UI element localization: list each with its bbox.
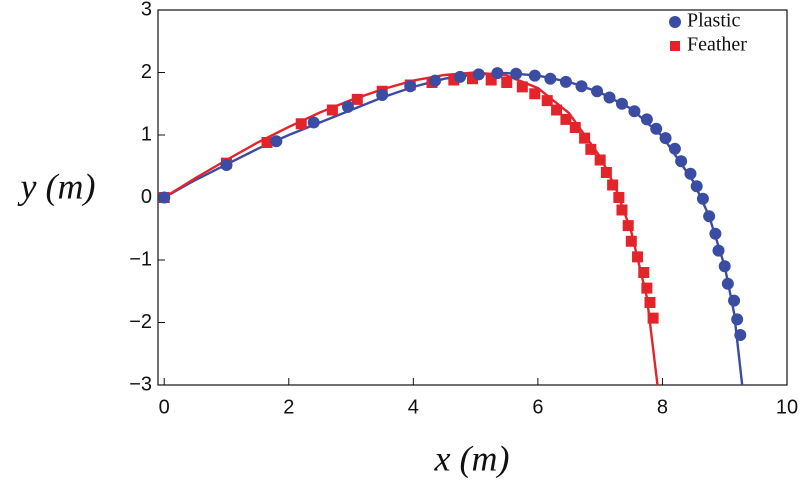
data-point	[326, 104, 338, 116]
data-point	[158, 191, 171, 204]
data-point	[467, 73, 478, 85]
data-point	[491, 67, 504, 80]
data-point	[551, 104, 563, 116]
data-point	[613, 192, 625, 203]
data-point	[640, 113, 653, 126]
data-point	[659, 132, 672, 145]
data-point	[429, 74, 442, 87]
data-point	[529, 88, 541, 100]
y-tick-label: −3	[129, 373, 152, 395]
x-axis-label: x (m)	[434, 438, 510, 478]
data-point	[603, 91, 616, 104]
x-tick-label: 0	[159, 396, 170, 418]
data-point	[632, 251, 644, 263]
legend-marker	[669, 16, 681, 28]
data-point	[307, 116, 320, 129]
y-tick-label: 1	[141, 123, 152, 145]
data-point	[351, 93, 363, 105]
data-point	[650, 122, 663, 135]
data-point	[472, 68, 485, 81]
data-point	[647, 312, 659, 324]
data-point	[696, 192, 709, 205]
data-point	[501, 77, 513, 88]
data-point	[270, 135, 283, 148]
legend-marker	[670, 41, 680, 51]
data-point	[703, 210, 716, 223]
data-point	[600, 167, 612, 178]
data-point	[594, 154, 606, 166]
data-point	[579, 132, 591, 144]
data-point	[731, 313, 744, 326]
legend-label: Plastic	[687, 10, 740, 32]
data-point	[684, 167, 697, 180]
data-point	[712, 244, 725, 257]
data-point	[641, 282, 653, 294]
data-point	[261, 137, 273, 148]
fit-curve	[163, 71, 744, 385]
data-point	[569, 122, 581, 133]
data-point	[591, 85, 604, 98]
y-tick-label: 0	[141, 186, 152, 208]
y-tick-label: 2	[141, 61, 152, 83]
fit-curve	[163, 71, 659, 385]
data-point	[668, 142, 681, 155]
data-point	[625, 235, 637, 247]
data-point	[709, 227, 722, 240]
data-point	[485, 74, 497, 86]
y-axis-label: y (m)	[18, 166, 96, 206]
y-tick-label: −1	[129, 248, 152, 270]
data-point	[721, 277, 734, 290]
data-point	[675, 155, 688, 168]
data-point	[376, 89, 389, 101]
data-point	[448, 74, 460, 86]
x-tick-label: 10	[776, 396, 798, 418]
data-point	[638, 267, 650, 278]
data-point	[454, 70, 467, 83]
x-tick-label: 6	[532, 396, 543, 418]
data-point	[544, 72, 557, 85]
data-point	[615, 97, 628, 110]
data-point	[341, 100, 354, 113]
data-point	[728, 294, 741, 307]
data-point	[644, 297, 656, 308]
plot-frame	[157, 9, 788, 386]
data-point	[575, 80, 588, 93]
data-point	[220, 159, 233, 171]
data-point	[607, 179, 619, 191]
data-point	[690, 180, 703, 193]
data-point	[295, 118, 307, 130]
data-point	[516, 81, 528, 93]
data-point	[541, 95, 553, 107]
data-point	[528, 69, 541, 82]
data-point	[560, 113, 572, 125]
data-point	[559, 75, 572, 88]
data-point	[718, 260, 731, 273]
fit-curves	[163, 71, 744, 385]
x-tick-label: 4	[408, 396, 419, 418]
data-point	[616, 204, 628, 216]
data-point	[622, 220, 634, 232]
data-point	[510, 67, 523, 80]
y-tick-label: −2	[129, 311, 152, 333]
data-point	[585, 143, 597, 155]
x-tick-label: 2	[283, 396, 294, 418]
legend-label: Feather	[687, 34, 747, 56]
data-point	[628, 105, 641, 118]
x-tick-label: 8	[657, 396, 668, 418]
data-point	[734, 329, 747, 341]
y-tick-label: 3	[141, 0, 152, 20]
data-point	[404, 80, 417, 93]
